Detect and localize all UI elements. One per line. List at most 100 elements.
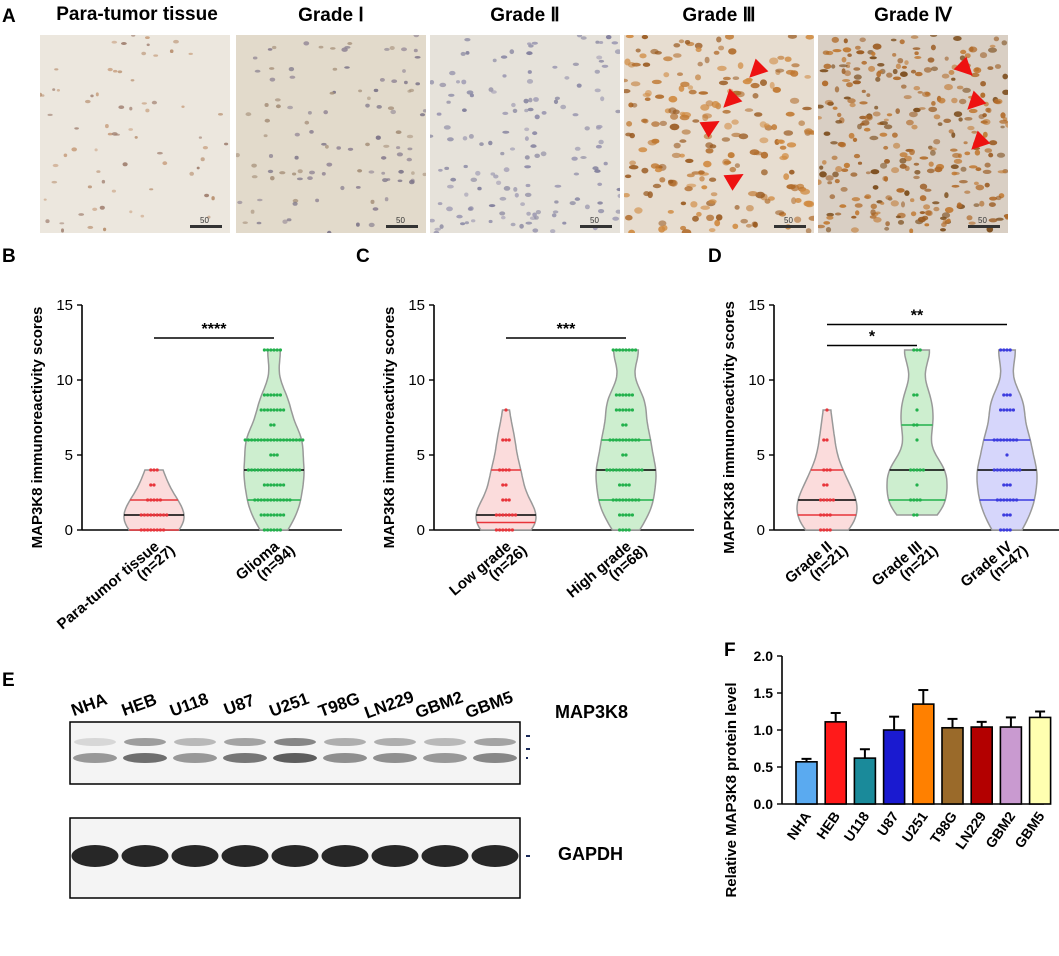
cell-nucleus [843, 162, 850, 169]
cell-nucleus [468, 206, 474, 211]
cell-nucleus [901, 65, 907, 69]
data-point [1005, 498, 1009, 502]
data-point [630, 393, 634, 397]
scale-bar [968, 225, 1000, 228]
cell-nucleus [852, 80, 861, 85]
cell-nucleus [706, 214, 715, 221]
data-point [611, 348, 615, 352]
cell-nucleus [853, 153, 861, 159]
cell-nucleus [264, 118, 270, 123]
cell-nucleus [269, 67, 275, 70]
cell-nucleus [964, 117, 973, 121]
cell-nucleus [734, 205, 740, 210]
cell-nucleus [616, 187, 620, 192]
cell-nucleus [436, 112, 442, 116]
cell-nucleus [808, 215, 814, 221]
cell-nucleus [365, 142, 370, 147]
data-point [501, 498, 505, 502]
data-point [262, 408, 266, 412]
cell-nucleus [635, 48, 641, 53]
cell-nucleus [948, 129, 954, 134]
data-point [285, 498, 289, 502]
data-point [1008, 348, 1012, 352]
cell-nucleus [562, 221, 567, 225]
cell-nucleus [131, 35, 136, 37]
data-point [149, 498, 153, 502]
data-point [259, 438, 263, 442]
cell-nucleus [732, 223, 739, 229]
data-point [608, 468, 612, 472]
y-axis-label: Relative MAP3K8 protein level [723, 682, 740, 897]
cell-nucleus [188, 52, 193, 55]
protein-band [74, 738, 116, 746]
cell-nucleus [734, 163, 740, 169]
data-point [621, 528, 625, 532]
cell-nucleus [853, 67, 861, 71]
data-point [611, 468, 615, 472]
data-point [507, 498, 511, 502]
cell-nucleus [639, 53, 647, 59]
cell-nucleus [744, 108, 754, 112]
cell-nucleus [761, 169, 768, 176]
cell-nucleus [839, 204, 847, 208]
data-point [142, 513, 146, 517]
cell-nucleus [496, 180, 502, 185]
cell-nucleus [315, 198, 320, 203]
cell-nucleus [944, 56, 949, 61]
data-point [275, 438, 279, 442]
cell-nucleus [830, 141, 838, 145]
cell-nucleus [59, 222, 65, 225]
cell-nucleus [318, 45, 324, 49]
data-point [269, 453, 273, 457]
data-point [992, 468, 996, 472]
cell-nucleus [245, 112, 252, 117]
cell-nucleus [671, 152, 681, 158]
cell-nucleus [645, 90, 652, 97]
cell-nucleus [634, 207, 643, 214]
cell-nucleus [294, 155, 299, 160]
data-point [1005, 408, 1009, 412]
data-point [999, 408, 1003, 412]
data-point [498, 528, 502, 532]
data-point [285, 438, 289, 442]
cell-nucleus [107, 67, 113, 72]
red-arrow-icon [699, 121, 720, 138]
cell-nucleus [913, 107, 921, 113]
cell-nucleus [615, 109, 620, 114]
data-point [621, 408, 625, 412]
data-point [272, 483, 276, 487]
cell-nucleus [872, 185, 879, 190]
data-point [618, 498, 622, 502]
data-point [1015, 498, 1019, 502]
data-point [266, 468, 270, 472]
cell-nucleus [407, 147, 413, 151]
bar [912, 703, 935, 805]
cell-nucleus [384, 47, 390, 51]
cell-nucleus [731, 119, 739, 125]
data-point [152, 498, 156, 502]
cell-nucleus [960, 166, 967, 172]
cell-nucleus [824, 99, 834, 106]
cell-nucleus [718, 80, 729, 86]
data-point [912, 393, 916, 397]
cell-nucleus [951, 77, 956, 81]
data-point [282, 468, 286, 472]
scale-bar [386, 225, 418, 228]
cell-nucleus [982, 169, 992, 174]
cell-nucleus [383, 144, 390, 148]
cell-nucleus [708, 228, 716, 233]
cell-nucleus [911, 124, 918, 130]
cell-nucleus [654, 168, 663, 173]
cell-nucleus [989, 140, 998, 146]
cell-nucleus [129, 106, 133, 111]
cell-nucleus [899, 39, 905, 45]
cell-nucleus [650, 163, 660, 169]
cell-nucleus [679, 114, 690, 121]
data-point [501, 513, 505, 517]
cell-nucleus [56, 89, 60, 92]
cell-nucleus [831, 155, 838, 160]
cell-nucleus [805, 228, 812, 233]
cell-nucleus [834, 86, 840, 93]
data-point [256, 468, 260, 472]
cell-nucleus [411, 171, 415, 175]
